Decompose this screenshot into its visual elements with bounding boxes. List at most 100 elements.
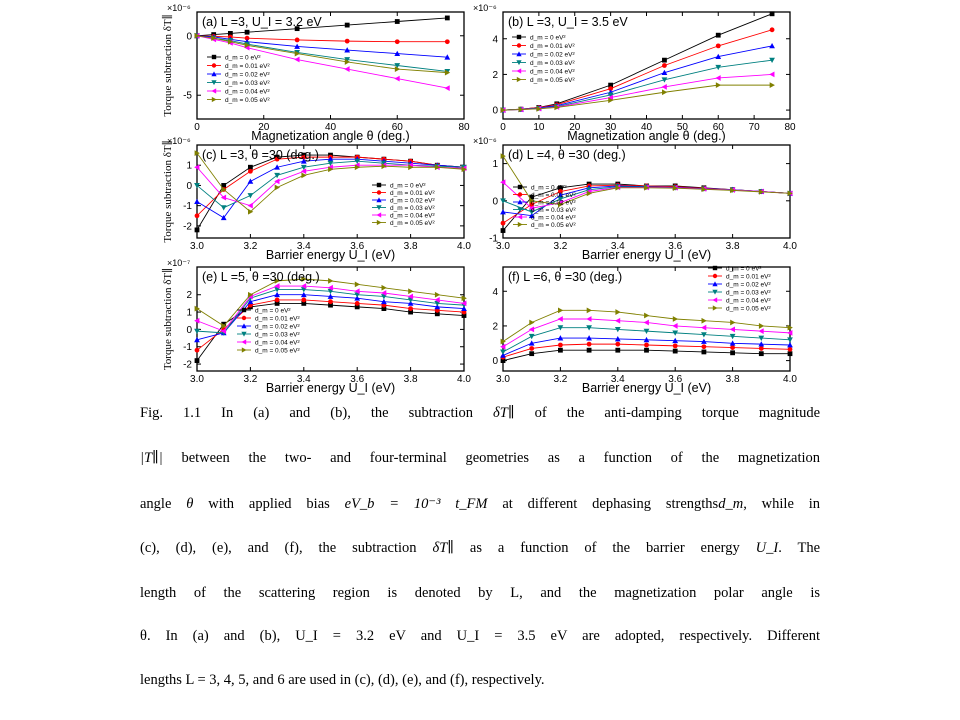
data-point [247,178,254,184]
data-point [758,351,764,357]
data-point [607,92,614,98]
data-point [672,343,678,349]
x-tick-label: 3.8 [404,241,418,252]
y-tick-label: 0 [492,196,498,207]
data-point [701,344,707,350]
data-point [672,337,679,344]
panel-c: 3.0 3.2 3.4 3.6 3.8 4.0 1 0 -1 -2 ×10⁻⁶ Barrier ene… [161,136,471,262]
panel-f: 3.0 3.2 3.4 3.6 3.8 4.0 4 2 0 Barrier energy U_I … [492,266,797,396]
data-point [194,328,200,335]
data-point [407,300,414,306]
data-point [344,47,351,53]
data-point [444,15,450,21]
y-axis-label: Torque subtraction δT∥ [161,268,174,370]
data-point [529,351,535,357]
data-point [615,184,621,191]
y-tick-label: 0 [492,356,498,367]
x-tick-label: 3.2 [243,374,257,385]
data-point [529,319,535,326]
data-point [194,213,200,219]
y-axis-label: Torque subtraction δT∥ [161,140,174,242]
data-point [434,291,441,298]
data-point [557,192,564,198]
data-point [787,190,793,197]
legend-label: d_m = 0.01 eV² [255,316,300,323]
data-point [194,347,200,353]
data-point [730,345,735,350]
x-tick-label: 3.6 [668,241,682,252]
data-point [787,324,793,331]
legend-marker [211,88,217,94]
data-point [500,179,506,186]
panel-title: (f) L =6, θ =30 (deg.) [508,270,622,284]
series-line-6 [502,84,773,111]
legend-marker [516,43,522,48]
x-tick-label: 0 [500,122,506,133]
caption-text: angle [140,496,172,512]
x-tick-label: 70 [749,122,761,133]
legend-marker [376,219,382,226]
data-point [300,168,307,175]
legend-label: d_m = 0 eV² [255,308,291,315]
legend-label: d_m = 0.01 eV² [390,190,435,197]
data-point [558,201,564,208]
data-point [701,338,707,344]
legend-label: d_m = 0.03 eV² [225,80,270,87]
data-point [444,39,450,45]
x-tick-label: 80 [458,122,470,133]
data-point [644,342,649,348]
data-point [615,341,621,347]
data-point [518,106,524,113]
legend-marker [211,54,217,60]
data-point [662,89,668,96]
legend-marker [516,68,522,74]
data-point [221,323,227,329]
y-tick-label: 0 [492,106,498,117]
data-point [274,172,280,179]
data-point [715,82,722,88]
legend-label: d_m = 0.05 eV² [390,220,435,227]
series-line-5 [196,35,448,89]
y-tick-label: 2 [492,321,498,332]
data-point [220,205,227,211]
panel-title: (b) L =3, U_I = 3.5 eV [508,15,628,29]
legend-label: d_m = 0.02 eV² [225,72,270,79]
caption-text: with applied bias [208,496,330,512]
data-point [408,309,413,315]
data-point [408,306,413,311]
data-point [529,202,535,207]
plot-frame [502,266,791,372]
data-point [500,343,506,350]
y-tick-label: -2 [183,221,192,232]
data-point [615,309,621,315]
data-point [354,292,361,298]
x-axis-label: Magnetization angle θ (deg.) [567,129,725,143]
data-point [769,43,775,49]
legend-label: d_m = 0.04 eV² [255,340,300,347]
data-point [274,156,280,162]
legend-marker [211,96,217,103]
data-point [500,349,506,355]
data-point [381,298,387,305]
data-point [758,341,765,347]
data-point [758,188,765,195]
data-point [294,50,301,57]
data-point [701,349,707,355]
series-line-3 [196,35,448,58]
x-tick-label: 3.2 [243,241,257,252]
legend-marker [516,60,522,66]
panel-b: 0 10 20 30 40 50 60 70 80 0 2 4 ×10⁻⁶ Magnetization a… [473,3,796,143]
y-multiplier: ×10⁻⁷ [167,258,190,268]
legend-marker [211,71,217,77]
data-point [500,209,506,215]
y-axis-label: Torque subtraction δT∥ [161,14,174,116]
data-point [444,69,451,76]
data-point [327,156,334,162]
legend-label: d_m = 0.01 eV² [530,43,575,50]
data-point [354,304,360,310]
data-point [194,227,200,233]
legend-label: d_m = 0.05 eV² [225,97,270,104]
caption-text: , while in [743,496,821,512]
data-point [274,164,280,170]
data-point [529,197,535,204]
